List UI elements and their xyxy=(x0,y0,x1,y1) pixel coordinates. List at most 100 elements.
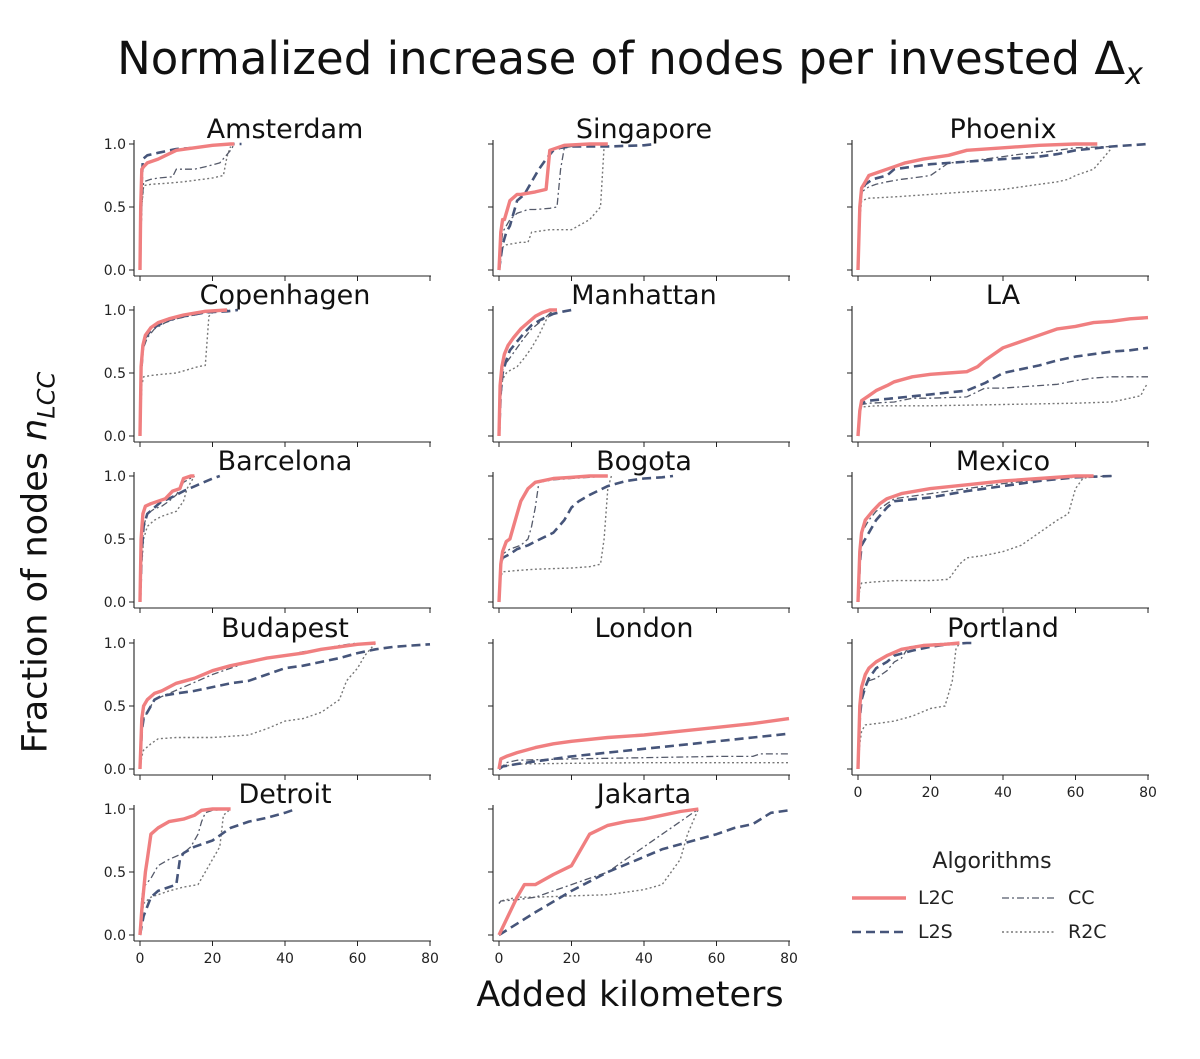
x-tick-label: 40 xyxy=(276,951,294,967)
series-r2c-line xyxy=(139,309,228,437)
x-tick-label: 20 xyxy=(922,785,940,801)
legend-label-r2c: R2C xyxy=(1068,921,1107,943)
series-r2c-line xyxy=(498,143,609,271)
panel-bogota: Bogota xyxy=(488,446,790,613)
series-l2s-line xyxy=(138,807,297,936)
legend: Algorithms L2C L2S CC R2C xyxy=(842,843,1142,953)
series-l2c-line xyxy=(138,308,228,437)
legend-label-cc: CC xyxy=(1068,887,1095,909)
y-tick-label: 1.0 xyxy=(104,802,126,818)
x-tick-label: 60 xyxy=(708,951,726,967)
legend-label-l2c: L2C xyxy=(918,887,954,909)
series-l2c-line xyxy=(497,474,608,603)
panel-title: Amsterdam xyxy=(207,114,364,145)
legend-label-l2s: L2S xyxy=(918,921,953,943)
series-l2s-line xyxy=(497,308,572,437)
panel-title: Singapore xyxy=(576,114,712,145)
y-tick-label: 1.0 xyxy=(104,469,126,485)
x-tick-label: 20 xyxy=(563,951,581,967)
x-tick-label: 80 xyxy=(421,951,439,967)
series-r2c-line xyxy=(139,642,377,770)
series-r2c-line xyxy=(498,475,613,603)
series-l2c-line xyxy=(497,142,608,271)
y-tick-label: 0.5 xyxy=(104,532,126,548)
panel-title: Detroit xyxy=(238,779,331,810)
y-tick-label: 0.5 xyxy=(104,699,126,715)
series-cc-line xyxy=(857,145,1112,271)
legend-title: Algorithms xyxy=(932,849,1052,874)
series-l2s-line xyxy=(856,346,1149,437)
series-l2s-line xyxy=(856,142,1149,271)
x-tick-label: 0 xyxy=(854,785,863,801)
y-tick-label: 1.0 xyxy=(104,636,126,652)
y-tick-label: 1.0 xyxy=(104,137,126,153)
series-cc-line xyxy=(498,753,789,770)
panel-title: LA xyxy=(986,280,1021,311)
series-l2c-line xyxy=(497,716,790,770)
series-cc-line xyxy=(857,642,949,770)
series-cc-line xyxy=(498,309,554,437)
panel-title: Mexico xyxy=(956,446,1050,477)
x-tick-label: 40 xyxy=(635,951,653,967)
panel-copenhagen: 0.0 0.5 1.0 Copenhagen xyxy=(104,280,431,447)
y-tick-label: 0.0 xyxy=(104,263,126,279)
series-r2c-line xyxy=(857,382,1149,437)
panel-budapest: 0.0 0.5 1.0 Budapest xyxy=(104,613,431,780)
panel-title: Bogota xyxy=(596,446,692,477)
legend-swatch-cc xyxy=(1002,897,1056,899)
series-cc-line xyxy=(498,808,699,904)
y-axis-label: Fraction of nodes nLCC xyxy=(15,371,61,754)
series-l2s-line xyxy=(497,142,656,271)
x-tick-label: 60 xyxy=(349,951,367,967)
series-r2c-line xyxy=(857,642,961,770)
panel-title: Copenhagen xyxy=(200,280,371,311)
x-tick-label: 80 xyxy=(780,951,798,967)
series-l2c-line xyxy=(138,474,195,603)
series-l2s-line xyxy=(498,809,790,937)
series-l2c-line xyxy=(856,315,1149,437)
series-cc-line xyxy=(139,808,231,936)
y-tick-label: 0.5 xyxy=(104,366,126,382)
y-tick-label: 0.5 xyxy=(104,200,126,216)
series-l2s-line xyxy=(497,474,674,603)
panel-title: Manhattan xyxy=(571,280,716,311)
panel-la: LA xyxy=(847,280,1149,447)
panel-title: Portland xyxy=(947,613,1059,644)
y-tick-label: 0.0 xyxy=(104,928,126,944)
panel-title: Phoenix xyxy=(949,114,1056,145)
legend-swatch-l2s xyxy=(852,930,906,934)
legend-item-l2c: L2C xyxy=(852,885,992,915)
series-r2c-line xyxy=(498,309,554,437)
y-axis-symbol-subscript: LCC xyxy=(32,371,61,419)
series-cc-line xyxy=(139,143,235,271)
series-l2c-line xyxy=(497,807,699,936)
panel-mexico: Mexico xyxy=(847,446,1149,613)
panel-jakarta: 0 20 40 60 80 Jakarta xyxy=(488,779,798,967)
series-l2s-line xyxy=(138,474,221,603)
legend-swatch-r2c xyxy=(1002,931,1056,933)
y-tick-label: 1.0 xyxy=(104,303,126,319)
series-cc-line xyxy=(139,309,231,437)
x-tick-label: 80 xyxy=(1139,785,1157,801)
panel-title: Jakarta xyxy=(595,779,691,810)
series-l2c-line xyxy=(138,641,376,770)
panel-barcelona: 0.0 0.5 1.0 Barcelona xyxy=(104,446,431,613)
series-l2c-line xyxy=(138,142,235,271)
y-axis-symbol: nLCC xyxy=(15,371,61,441)
panel-portland: 0 20 40 60 80 Portland xyxy=(847,613,1157,801)
series-r2c-line xyxy=(498,762,789,770)
series-l2c-line xyxy=(856,474,1094,603)
figure-title-subscript: x xyxy=(1125,57,1143,92)
panel-phoenix: Phoenix xyxy=(847,114,1149,281)
panel-title: Barcelona xyxy=(218,446,353,477)
panel-singapore: Singapore xyxy=(488,114,790,281)
y-tick-label: 0.0 xyxy=(104,762,126,778)
series-r2c-line xyxy=(139,146,232,271)
series-l2c-line xyxy=(856,142,1098,271)
series-l2c-line xyxy=(856,641,960,770)
series-l2s-line xyxy=(138,643,431,770)
legend-item-cc: CC xyxy=(1002,885,1142,915)
series-r2c-line xyxy=(498,808,700,904)
figure-title: Normalized increase of nodes per investe… xyxy=(117,32,1143,92)
panel-manhattan: Manhattan xyxy=(488,280,790,447)
